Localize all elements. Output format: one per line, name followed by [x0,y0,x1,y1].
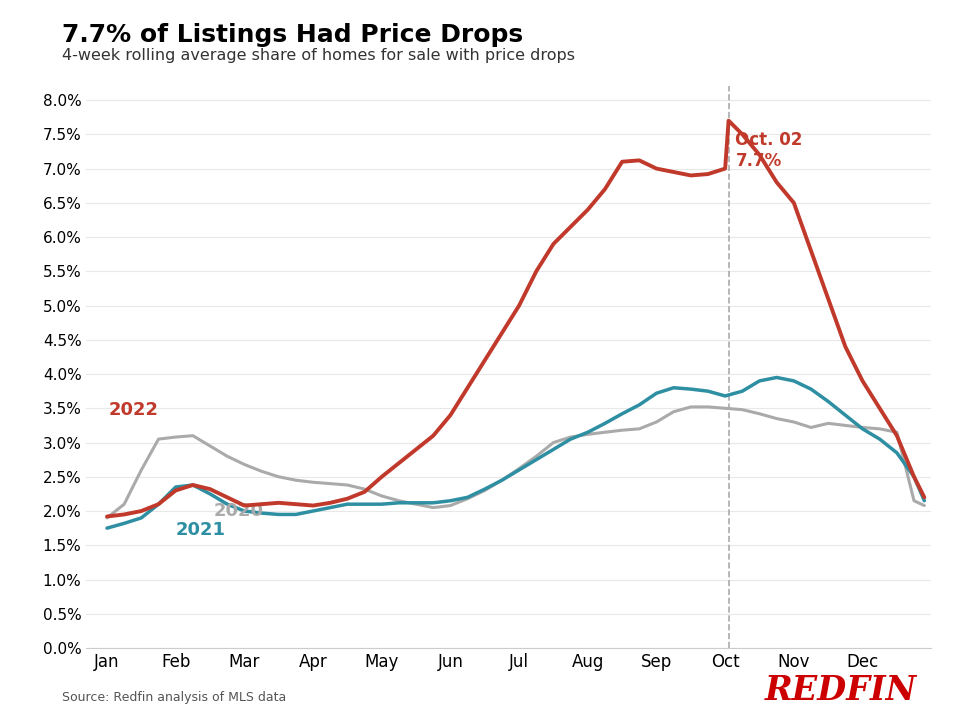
Text: REDFIN: REDFIN [765,674,917,707]
Text: 7.7% of Listings Had Price Drops: 7.7% of Listings Had Price Drops [62,23,523,47]
Text: Oct. 02
7.7%: Oct. 02 7.7% [735,131,803,170]
Text: 4-week rolling average share of homes for sale with price drops: 4-week rolling average share of homes fo… [62,48,575,63]
Text: 2022: 2022 [108,401,158,419]
Text: Source: Redfin analysis of MLS data: Source: Redfin analysis of MLS data [62,691,287,704]
Text: 2021: 2021 [176,521,226,539]
Text: 2020: 2020 [213,502,263,520]
